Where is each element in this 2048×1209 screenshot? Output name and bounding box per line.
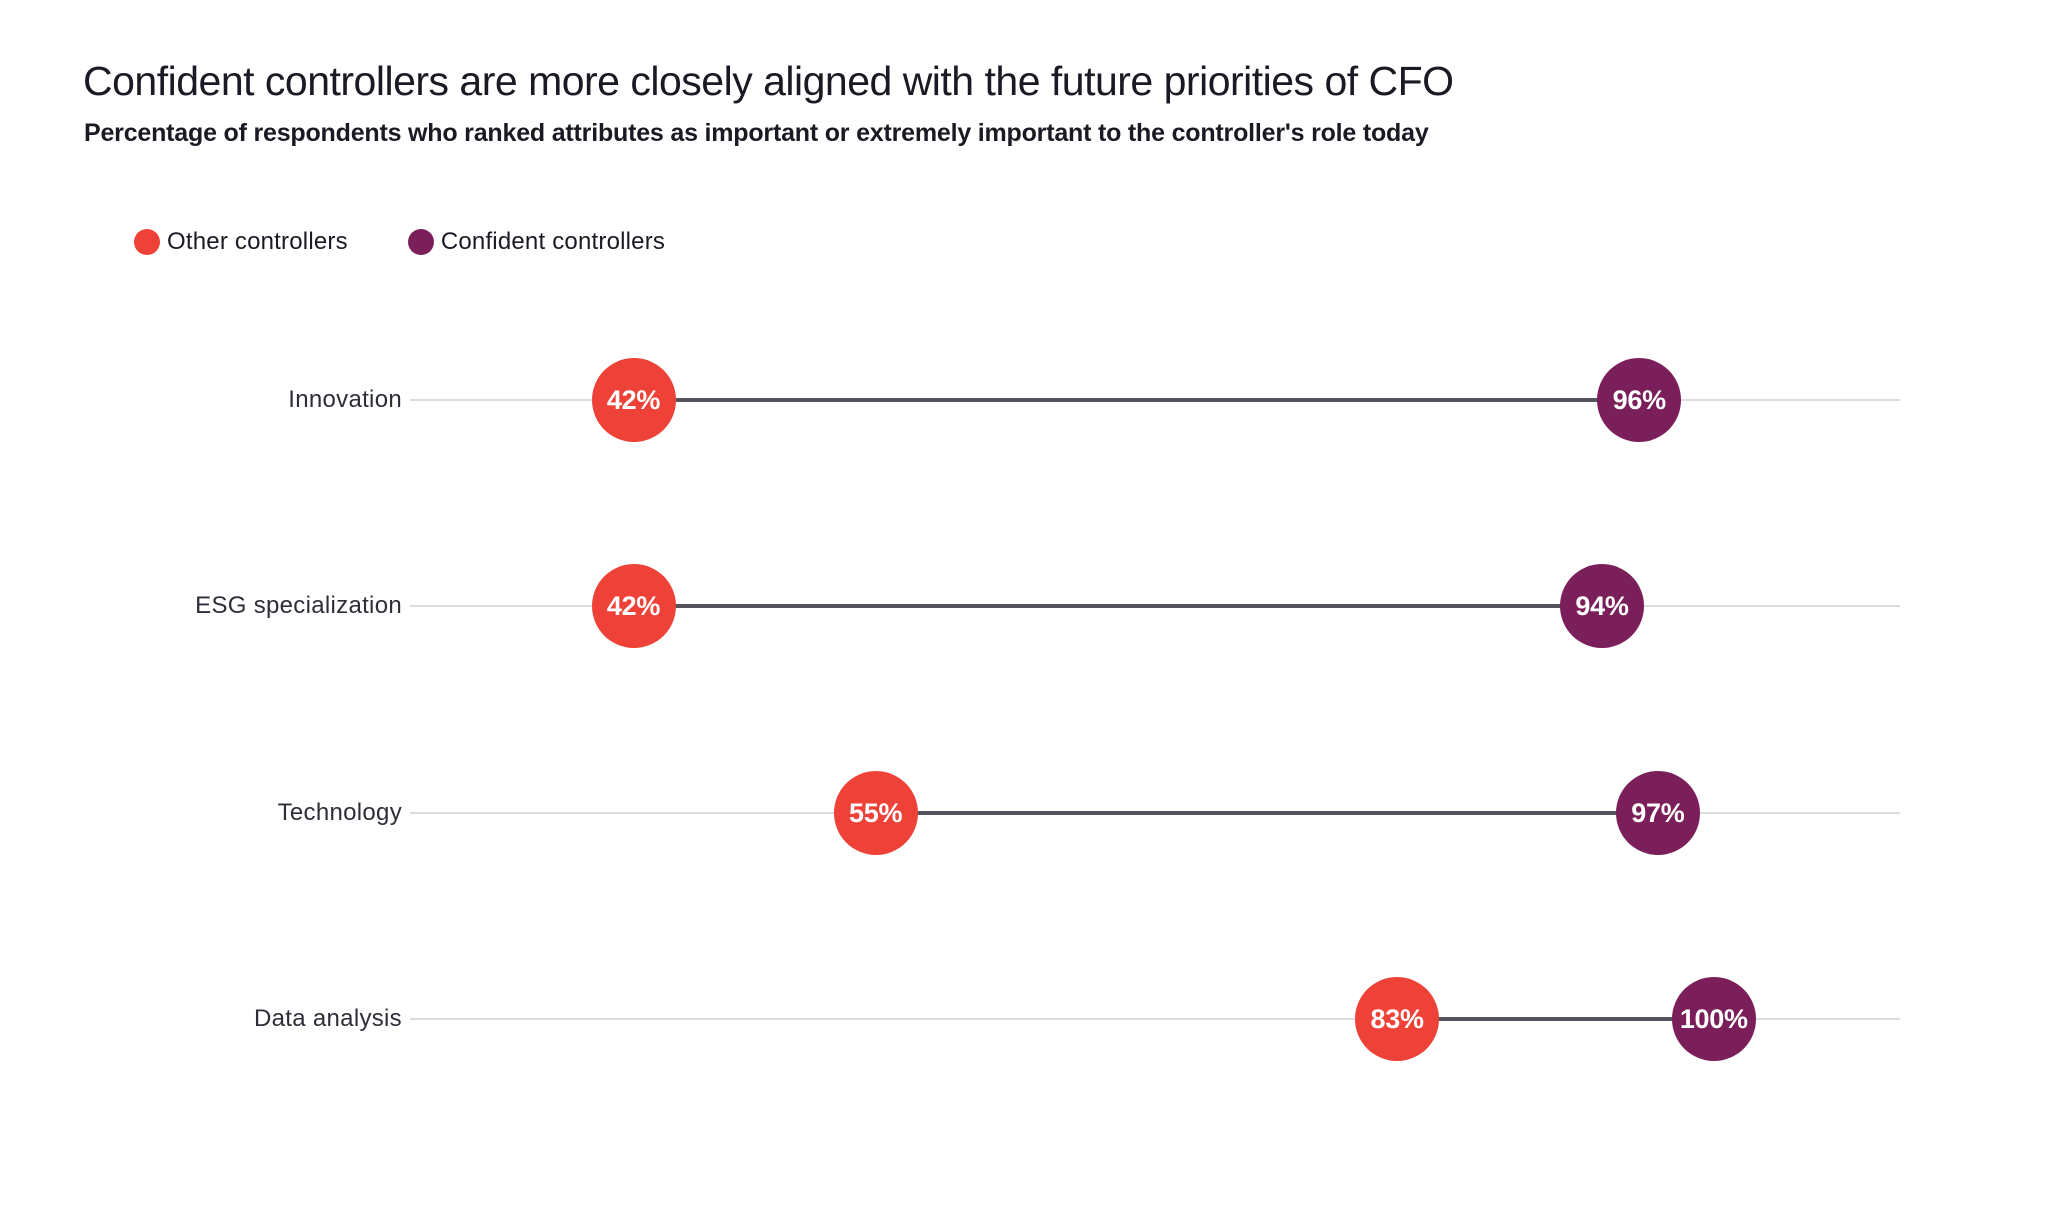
dot-value-label: 100% — [1679, 1003, 1748, 1034]
legend-item-other-controllers: Other controllers — [134, 228, 348, 256]
category-label: ESG specialization — [195, 592, 402, 619]
category-label: Data analysis — [254, 1005, 402, 1032]
confident-controllers-dot: 97% — [1615, 771, 1700, 855]
other-controllers-legend-dot-icon — [134, 229, 160, 255]
legend-label: Other controllers — [167, 228, 348, 255]
dumbbell-connector-line — [633, 604, 1602, 608]
confident-controllers-dot: 100% — [1671, 977, 1756, 1061]
other-controllers-dot: 83% — [1355, 977, 1440, 1061]
legend: Other controllers Confident controllers — [134, 228, 665, 256]
confident-controllers-legend-dot-icon — [407, 229, 434, 255]
category-label: Innovation — [288, 386, 402, 413]
dot-value-label: 96% — [1612, 384, 1666, 415]
dumbbell-connector-line — [875, 811, 1658, 815]
dot-value-label: 97% — [1631, 797, 1685, 828]
other-controllers-dot: 55% — [833, 771, 918, 855]
dot-value-label: 42% — [606, 384, 661, 415]
confident-controllers-dot: 94% — [1560, 564, 1644, 648]
other-controllers-dot: 42% — [591, 564, 676, 648]
other-controllers-dot: 42% — [591, 358, 676, 442]
chart-subtitle: Percentage of respondents who ranked att… — [84, 119, 1429, 147]
axis-track-line — [410, 1018, 1900, 1020]
dot-value-label: 55% — [849, 797, 903, 828]
dumbbell-connector-line — [633, 398, 1640, 402]
legend-label: Confident controllers — [440, 228, 666, 255]
dot-value-label: 94% — [1575, 590, 1629, 621]
dot-value-label: 42% — [606, 590, 661, 621]
confident-controllers-dot: 96% — [1597, 358, 1682, 442]
dumbbell-connector-line — [1397, 1017, 1714, 1021]
legend-item-confident-controllers: Confident controllers — [407, 228, 666, 256]
dot-value-label: 83% — [1370, 1003, 1424, 1034]
chart-title: Confident controllers are more closely a… — [83, 58, 1454, 104]
category-label: Technology — [277, 799, 402, 826]
